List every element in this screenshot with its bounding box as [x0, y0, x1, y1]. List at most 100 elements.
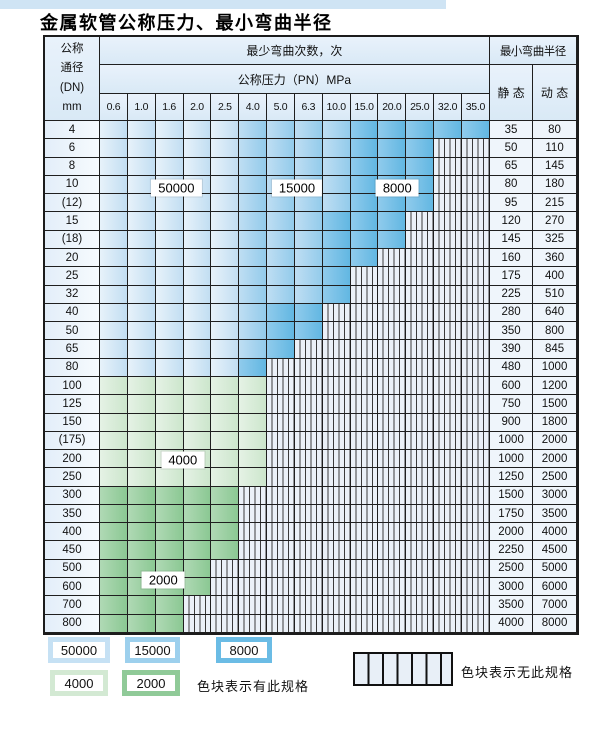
no-spec-cell [461, 578, 490, 597]
no-spec-cell [406, 523, 435, 542]
legend-label-4000: 4000 [64, 675, 94, 691]
spec-cell-8000 [294, 322, 323, 341]
no-spec-cell [406, 486, 435, 505]
cycle-count-label-8000: 8000 [375, 179, 419, 197]
legend-label-50000: 50000 [60, 642, 98, 658]
pressure-col-header: 5.0 [267, 94, 295, 121]
no-spec-cell [294, 395, 323, 414]
no-spec-cell [461, 450, 490, 469]
legend-box-2000: 2000 [122, 670, 180, 696]
pressure-col-header: 0.6 [100, 94, 128, 121]
no-spec-cell [406, 413, 435, 432]
no-spec-cell [461, 523, 490, 542]
no-spec-cell [350, 395, 379, 414]
no-spec-cell [406, 431, 435, 451]
dn-label-cell: 25 [45, 267, 100, 286]
spec-cell-50000 [100, 285, 128, 304]
spec-cell-50000 [155, 248, 184, 268]
dn-label-cell: 40 [45, 303, 100, 323]
dn-label-cell: (12) [45, 194, 100, 213]
no-spec-cell [434, 139, 462, 158]
spec-cell-50000 [155, 303, 184, 323]
static-value-cell: 390 [489, 340, 534, 359]
dn-label-cell: 300 [45, 486, 100, 505]
spec-cell-15000 [322, 175, 351, 195]
spec-cell-8000 [267, 340, 295, 359]
no-spec-cell [461, 596, 490, 615]
no-spec-cell [350, 413, 379, 432]
static-value-cell: 1750 [489, 504, 534, 524]
spec-cell-4000 [211, 395, 240, 414]
spec-cell-50000 [155, 157, 184, 176]
pressure-bend-table: 公称 通径 (DN) mm 最少弯曲次数，次 最小弯曲半径 公称压力（PN）MP… [43, 35, 579, 635]
dn-label-cell: 6 [45, 139, 100, 158]
spec-cell-50000 [127, 121, 156, 140]
no-spec-cell [406, 468, 435, 487]
spec-cell-15000 [267, 230, 295, 249]
spec-cell-8000 [406, 194, 435, 213]
no-spec-cell [350, 559, 379, 579]
spec-cell-2000 [155, 614, 184, 633]
spec-cell-50000 [100, 267, 128, 286]
spec-cell-4000 [155, 468, 184, 487]
dn-label-cell: 80 [45, 358, 100, 377]
no-spec-cell [378, 413, 407, 432]
dynamic-value-cell: 180 [533, 175, 577, 195]
pressure-col-header: 1.6 [155, 94, 184, 121]
header-min-bend-radius: 最小弯曲半径 [489, 37, 577, 65]
dn-label-cell: 4 [45, 121, 100, 140]
no-spec-cell [406, 376, 435, 396]
no-spec-cell [322, 596, 351, 615]
spec-cell-50000 [183, 157, 212, 176]
no-spec-cell [406, 578, 435, 597]
spec-cell-50000 [183, 322, 212, 341]
spec-cell-4000 [127, 468, 156, 487]
no-spec-cell [378, 523, 407, 542]
no-spec-cell [350, 596, 379, 615]
no-spec-cell [378, 303, 407, 323]
legend-no-spec-text: 色块表示无此规格 [461, 665, 574, 680]
spec-cell-4000 [100, 395, 128, 414]
no-spec-cell [461, 303, 490, 323]
spec-cell-2000 [100, 614, 128, 633]
dynamic-value-cell: 845 [533, 340, 577, 359]
spec-cell-2000 [100, 578, 128, 597]
spec-cell-50000 [211, 285, 240, 304]
spec-cell-50000 [211, 139, 240, 158]
spec-cell-15000 [239, 285, 268, 304]
no-spec-cell [267, 376, 295, 396]
no-spec-cell [267, 413, 295, 432]
spec-cell-15000 [267, 248, 295, 268]
spec-cell-8000 [378, 194, 407, 213]
static-value-cell: 480 [489, 358, 534, 377]
no-spec-cell [294, 413, 323, 432]
spec-cell-15000 [267, 212, 295, 231]
no-spec-cell [461, 376, 490, 396]
spec-cell-8000 [322, 248, 351, 268]
static-value-cell: 225 [489, 285, 534, 304]
no-spec-cell [350, 486, 379, 505]
no-spec-cell [434, 559, 462, 579]
no-spec-cell [434, 175, 462, 195]
no-spec-cell [267, 450, 295, 469]
no-spec-cell [267, 468, 295, 487]
spec-cell-8000 [294, 303, 323, 323]
no-spec-cell [378, 559, 407, 579]
spec-cell-15000 [322, 139, 351, 158]
dn-label-cell: 15 [45, 212, 100, 231]
no-spec-cell [294, 559, 323, 579]
spec-cell-50000 [100, 212, 128, 231]
spec-cell-50000 [127, 322, 156, 341]
spec-cell-8000 [350, 230, 379, 249]
no-spec-cell [461, 395, 490, 414]
dn-label-cell: 65 [45, 340, 100, 359]
spec-cell-50000 [127, 139, 156, 158]
dynamic-value-cell: 110 [533, 139, 577, 158]
dynamic-value-cell: 400 [533, 267, 577, 286]
spec-cell-50000 [183, 248, 212, 268]
no-spec-cell [350, 523, 379, 542]
corner-line-1: 公称 [60, 43, 84, 56]
no-spec-cell [239, 614, 268, 633]
no-spec-cell [434, 431, 462, 451]
legend-box-50000: 50000 [48, 637, 110, 663]
